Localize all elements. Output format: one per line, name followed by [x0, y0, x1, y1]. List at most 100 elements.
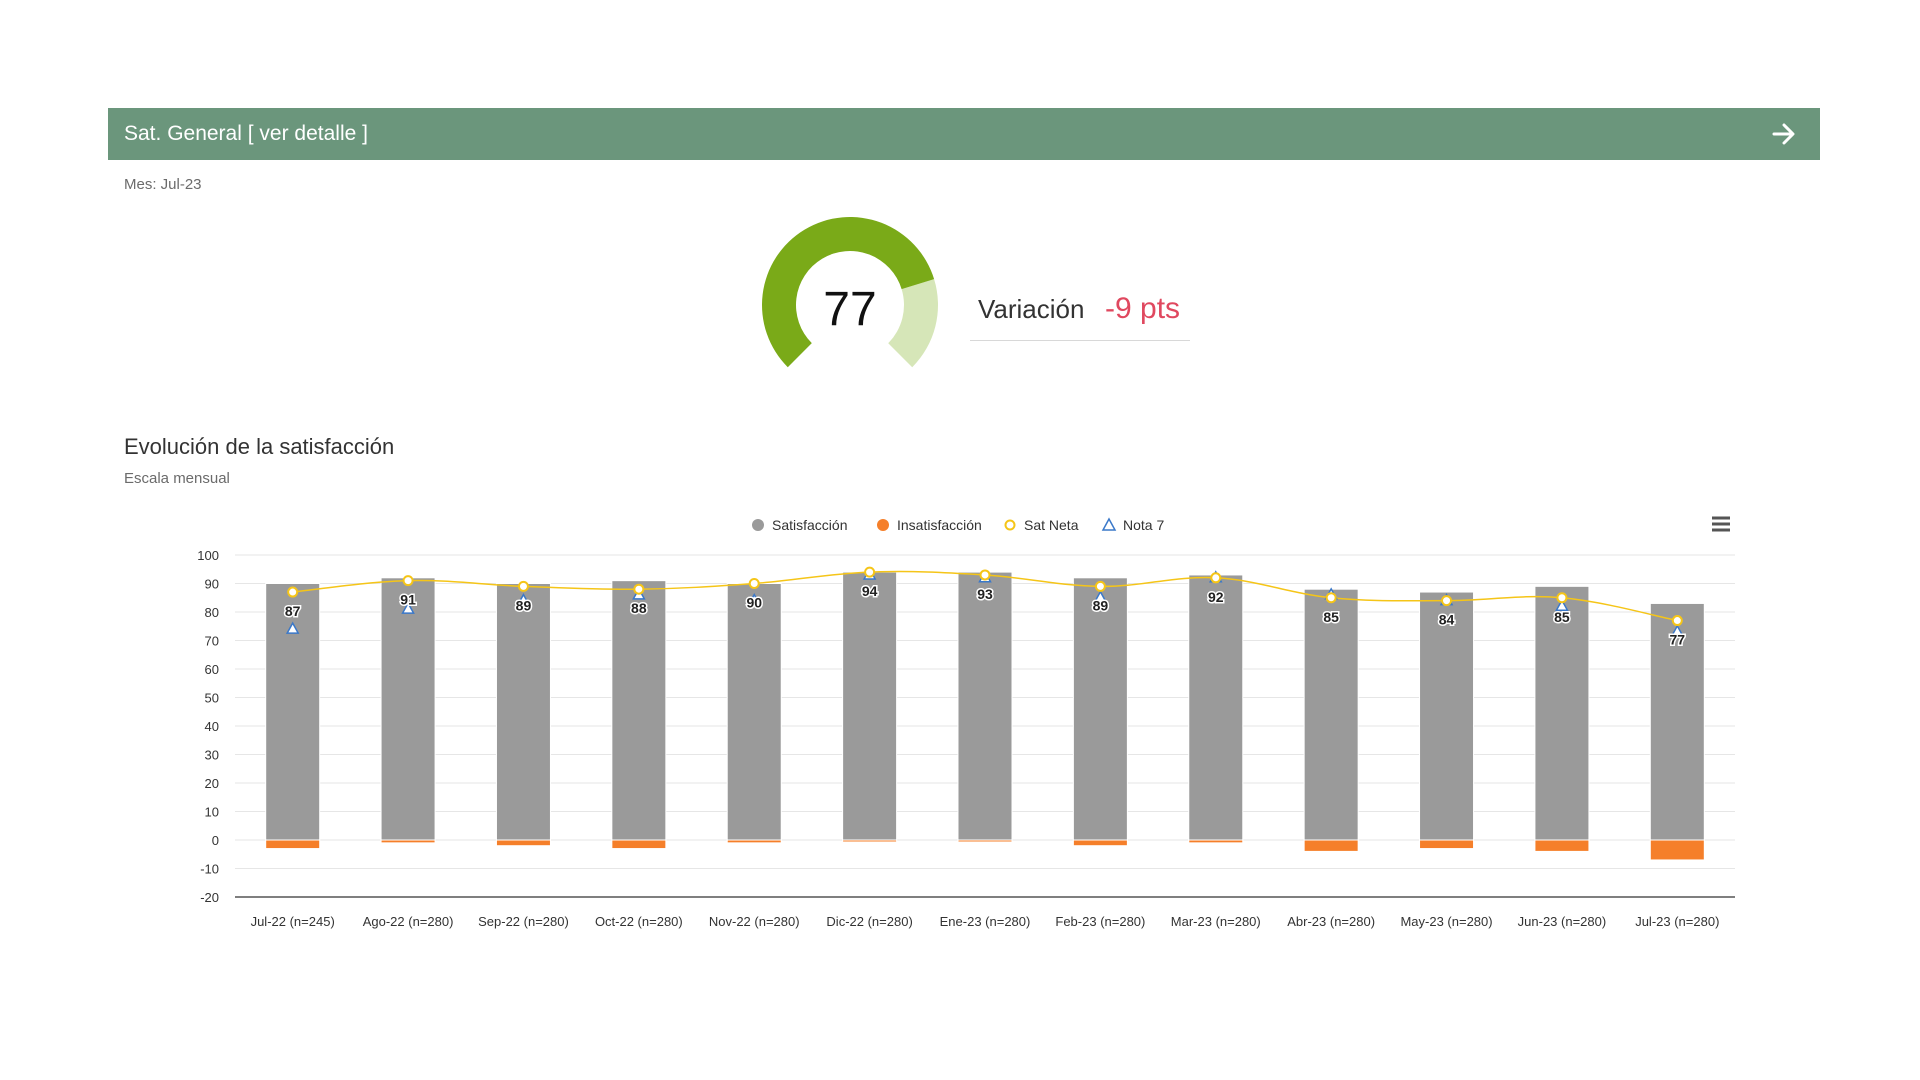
- sat-neta-marker[interactable]: [633, 583, 645, 595]
- bar-insatisfaccion[interactable]: [1419, 839, 1475, 850]
- sat-neta-marker[interactable]: [402, 575, 414, 587]
- x-tick-label: Dic-22 (n=280): [826, 914, 912, 929]
- x-tick-label: Sep-22 (n=280): [478, 914, 569, 929]
- menu-bar: [1712, 522, 1730, 526]
- bar-satisfaccion[interactable]: [1649, 602, 1705, 841]
- bar-satisfaccion[interactable]: [1188, 574, 1244, 841]
- variation-label: Variación: [978, 294, 1085, 324]
- bar-satisfaccion[interactable]: [842, 571, 898, 841]
- header-title-link[interactable]: Sat. General [ ver detalle ]: [124, 122, 368, 145]
- nota7-marker[interactable]: [516, 593, 531, 606]
- sat-neta-marker[interactable]: [517, 580, 529, 592]
- x-tick-label: May-23 (n=280): [1400, 914, 1492, 929]
- arrow-right-icon[interactable]: [1770, 120, 1798, 148]
- nota7-marker[interactable]: [401, 601, 415, 614]
- y-tick-label: 80: [205, 605, 219, 620]
- y-tick-label: 40: [205, 719, 219, 734]
- x-tick-label: Jul-22 (n=245): [251, 914, 335, 929]
- sat-neta-marker[interactable]: [1556, 592, 1568, 604]
- sat-neta-marker[interactable]: [748, 578, 760, 589]
- nota7-marker[interactable]: [1093, 590, 1108, 603]
- y-tick-label: -10: [200, 862, 219, 877]
- sat-neta-marker[interactable]: [864, 566, 876, 578]
- bar-insatisfaccion[interactable]: [1072, 839, 1128, 847]
- sat-neta-data-label: 94: [862, 583, 878, 599]
- sat-neta-marker[interactable]: [1210, 572, 1222, 584]
- sat-neta-marker[interactable]: [979, 569, 991, 581]
- bar-satisfaccion[interactable]: [611, 580, 667, 841]
- bar-insatisfaccion[interactable]: [495, 839, 551, 847]
- bar-satisfaccion[interactable]: [1072, 577, 1128, 841]
- y-tick-label: 20: [205, 776, 219, 791]
- legend-marker: [1004, 519, 1016, 531]
- gauge-fill: [762, 217, 935, 368]
- nota7-marker[interactable]: [285, 621, 300, 634]
- menu-bar: [1712, 528, 1730, 532]
- bar-satisfaccion[interactable]: [495, 583, 551, 841]
- bar-satisfaccion[interactable]: [380, 577, 436, 841]
- y-tick-label: -20: [200, 890, 219, 905]
- bar-satisfaccion[interactable]: [1534, 585, 1590, 841]
- legend-marker: [752, 519, 764, 531]
- legend-item[interactable]: Sat Neta: [1024, 517, 1079, 533]
- bar-insatisfaccion[interactable]: [265, 839, 321, 850]
- sat-neta-data-label: 85: [1554, 609, 1570, 625]
- bar-insatisfaccion[interactable]: [726, 839, 782, 844]
- sat-neta-marker[interactable]: [1441, 595, 1453, 607]
- y-tick-label: 90: [205, 577, 219, 592]
- bar-insatisfaccion[interactable]: [1534, 839, 1590, 852]
- section-header: Sat. General [ ver detalle ]: [108, 108, 1820, 160]
- bar-insatisfaccion[interactable]: [842, 839, 898, 843]
- sat-neta-marker[interactable]: [1325, 592, 1337, 604]
- variation-value: -9 pts: [1105, 292, 1181, 325]
- chart-section-subtitle: Escala mensual: [124, 470, 230, 487]
- variation-box: Variación -9 pts: [970, 288, 1190, 341]
- satisfaction-gauge: [762, 217, 938, 368]
- x-tick-label: Ago-22 (n=280): [363, 914, 454, 929]
- sat-neta-data-label: 93: [977, 586, 993, 602]
- legend-marker: [877, 519, 889, 531]
- bar-satisfaccion[interactable]: [957, 571, 1013, 841]
- sat-neta-marker[interactable]: [1094, 580, 1106, 592]
- x-tick-label: Nov-22 (n=280): [709, 914, 800, 929]
- sat-neta-data-label: 92: [1208, 589, 1224, 605]
- sat-neta-marker[interactable]: [1671, 615, 1683, 627]
- bar-insatisfaccion[interactable]: [611, 839, 667, 850]
- bar-insatisfaccion[interactable]: [1303, 839, 1359, 852]
- x-tick-label: Jun-23 (n=280): [1518, 914, 1607, 929]
- x-tick-label: Abr-23 (n=280): [1287, 914, 1375, 929]
- y-tick-label: 70: [205, 634, 219, 649]
- y-tick-label: 10: [205, 805, 219, 820]
- bar-satisfaccion[interactable]: [1303, 588, 1359, 841]
- y-tick-label: 0: [212, 833, 219, 848]
- x-tick-label: Feb-23 (n=280): [1055, 914, 1145, 929]
- bar-insatisfaccion[interactable]: [1649, 839, 1705, 861]
- legend-item[interactable]: Nota 7: [1123, 517, 1164, 533]
- bar-insatisfaccion[interactable]: [957, 839, 1013, 843]
- bar-satisfaccion[interactable]: [726, 583, 782, 841]
- nota7-marker[interactable]: [747, 593, 761, 606]
- sat-neta-data-label: 89: [516, 597, 532, 613]
- x-tick-label: Mar-23 (n=280): [1171, 914, 1261, 929]
- sat-neta-marker[interactable]: [287, 586, 299, 598]
- y-tick-label: 60: [205, 662, 219, 677]
- nota7-marker[interactable]: [1670, 624, 1685, 637]
- gauge-track: [888, 279, 938, 368]
- bar-satisfaccion[interactable]: [1419, 591, 1475, 841]
- bar-insatisfaccion[interactable]: [1188, 839, 1244, 844]
- nota7-marker[interactable]: [1555, 598, 1569, 612]
- hamburger-menu-icon[interactable]: [1712, 516, 1730, 532]
- gauge-value: 77: [823, 283, 877, 336]
- legend-item[interactable]: Insatisfacción: [897, 517, 982, 533]
- sat-neta-data-label: 85: [1323, 609, 1339, 625]
- sat-neta-data-label: 87: [285, 603, 301, 619]
- sat-neta-data-label: 89: [1093, 597, 1109, 613]
- bar-insatisfaccion[interactable]: [380, 839, 436, 844]
- sat-neta-data-label: 90: [746, 595, 762, 611]
- y-tick-label: 50: [205, 691, 219, 706]
- legend-marker: [1101, 517, 1117, 531]
- menu-bar: [1712, 516, 1730, 520]
- legend-item[interactable]: Satisfacción: [772, 517, 847, 533]
- sat-neta-data-label: 91: [400, 592, 416, 608]
